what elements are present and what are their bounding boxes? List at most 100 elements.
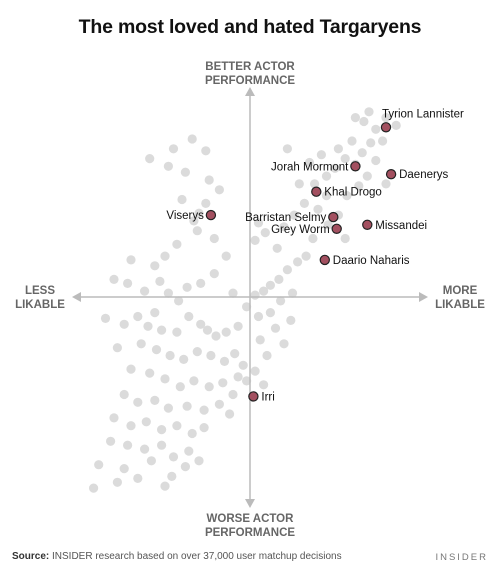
background-point (364, 107, 374, 117)
background-point (225, 409, 235, 419)
background-point (184, 311, 194, 322)
background-point (259, 380, 269, 390)
background-point (172, 327, 182, 337)
background-point (145, 368, 155, 378)
background-point (177, 194, 187, 205)
label-viserys: Viserys (166, 210, 204, 222)
background-point (301, 251, 311, 261)
background-point (146, 456, 156, 466)
axis-label-left-line1: LESS (25, 285, 55, 297)
background-point (180, 462, 190, 472)
background-point (189, 376, 199, 386)
point-khal-drogo (311, 186, 322, 197)
point-barristan-selmy (328, 211, 339, 223)
background-point (163, 403, 173, 413)
background-point (179, 354, 189, 364)
background-point (218, 378, 228, 388)
background-point (192, 347, 202, 357)
background-point (168, 144, 179, 154)
point-daenerys (385, 168, 397, 180)
background-point (175, 382, 185, 392)
background-point (282, 144, 292, 154)
label-daario-naharis: Daario Naharis (333, 255, 410, 267)
background-point (168, 452, 179, 462)
axis-label-right-line1: MORE (443, 285, 478, 297)
background-point (308, 233, 318, 244)
background-point (211, 331, 221, 341)
background-point (151, 345, 162, 355)
background-point (155, 276, 165, 286)
background-point (172, 239, 182, 249)
background-points (89, 107, 401, 493)
background-point (196, 278, 206, 288)
background-point (206, 350, 216, 361)
background-point (143, 321, 153, 331)
source-note: Source: INSIDER research based on over 3… (12, 551, 342, 562)
point-irri (248, 391, 259, 402)
background-point (279, 222, 289, 232)
background-point (150, 308, 160, 318)
background-point (202, 325, 213, 335)
background-point (340, 154, 350, 164)
background-point (255, 335, 265, 345)
background-point (123, 278, 133, 288)
label-daenerys: Daenerys (399, 169, 448, 181)
background-point (136, 339, 146, 349)
label-barristan-selmy: Barristan Selmy (245, 212, 326, 224)
source-text: INSIDER research based on over 37,000 us… (52, 551, 342, 562)
background-point (321, 171, 332, 181)
background-point (260, 228, 270, 238)
arrow-up-icon (245, 87, 255, 96)
background-point (357, 148, 367, 158)
point-missandei (362, 219, 373, 230)
background-point (141, 417, 151, 427)
background-point (119, 464, 129, 474)
background-point (228, 288, 238, 298)
background-point (174, 296, 184, 306)
background-point (140, 444, 150, 454)
background-point (150, 395, 160, 405)
background-point (160, 251, 170, 261)
label-jorah-mormont: Jorah Mormont (271, 161, 349, 173)
background-point (204, 382, 214, 392)
background-point (214, 185, 224, 195)
chart-title: The most loved and hated Targaryens (78, 16, 422, 38)
background-point (100, 313, 111, 323)
background-point (270, 323, 281, 333)
background-point (362, 171, 372, 181)
background-point (265, 280, 275, 290)
background-point (219, 356, 230, 366)
arrow-down-icon (245, 499, 255, 508)
background-point (316, 150, 326, 160)
background-point (184, 446, 194, 456)
background-point (140, 286, 150, 296)
background-point (287, 288, 298, 298)
background-point (350, 113, 360, 123)
source-label: Source: (12, 551, 50, 562)
background-point (214, 399, 224, 409)
background-point (112, 477, 122, 487)
background-point (157, 325, 167, 335)
background-point (172, 421, 182, 431)
background-point (163, 288, 173, 298)
background-point (359, 116, 369, 127)
background-point (342, 191, 352, 201)
background-point (233, 372, 243, 382)
background-point (333, 144, 343, 154)
background-point (160, 374, 170, 384)
background-point (192, 226, 202, 236)
background-point (228, 389, 238, 400)
axis-label-top-line1: BETTER ACTOR (205, 61, 295, 73)
background-point (391, 120, 401, 130)
background-point (189, 216, 199, 226)
brand-logo: INSIDER (435, 552, 488, 563)
point-grey-worm (331, 223, 342, 234)
background-point (194, 208, 204, 218)
background-point (279, 339, 289, 349)
background-point (209, 233, 219, 244)
background-point (340, 233, 350, 244)
background-point (259, 286, 269, 296)
background-point (381, 113, 391, 123)
background-point (310, 179, 320, 189)
background-point (106, 436, 116, 446)
